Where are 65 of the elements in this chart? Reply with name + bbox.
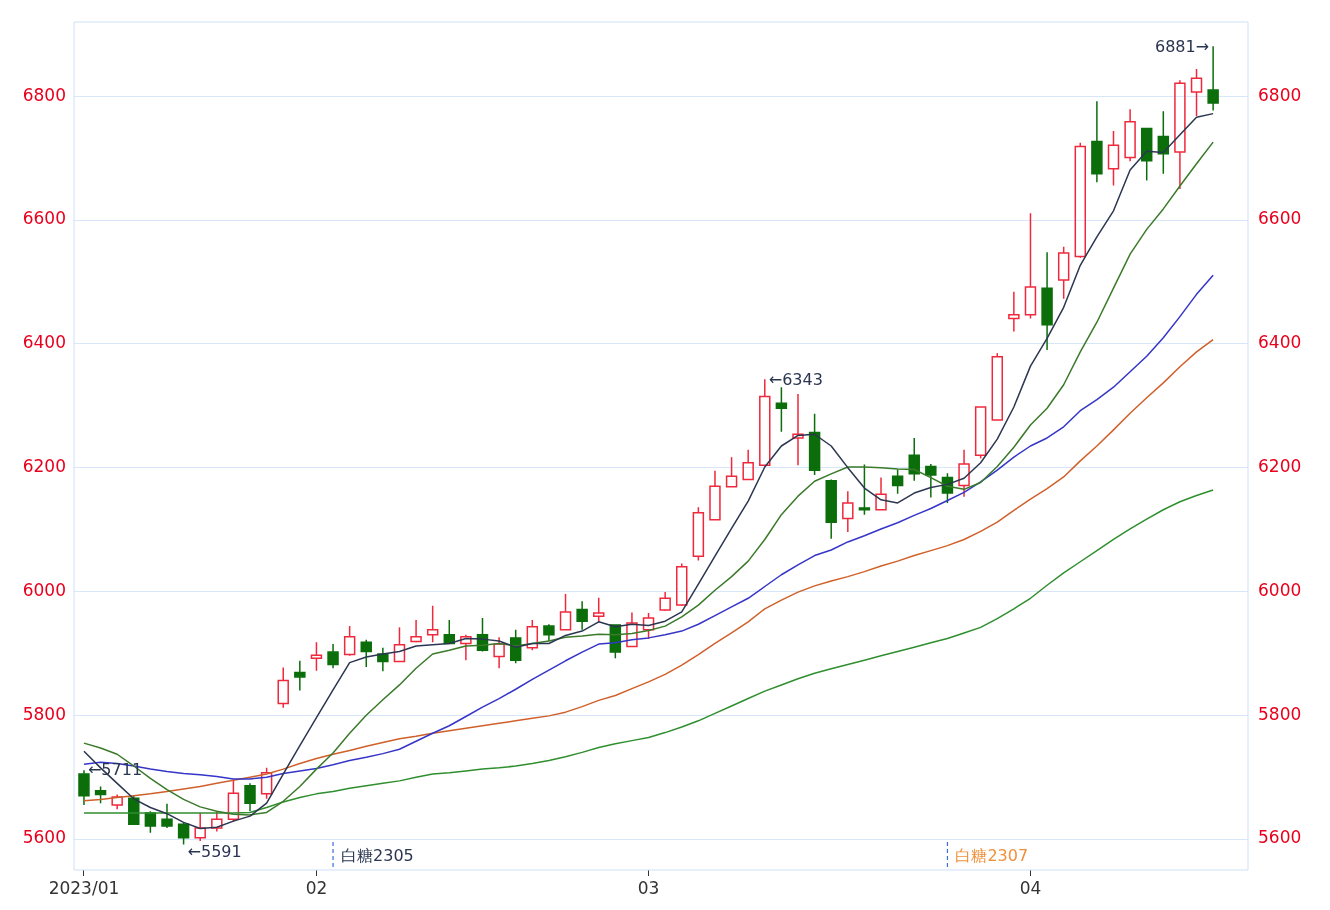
candlestick — [775, 386, 788, 433]
x-tick-label: 03 — [637, 877, 660, 898]
candlestick — [1190, 68, 1203, 117]
y-tick-label: 6000 — [22, 579, 66, 600]
candlestick — [410, 619, 422, 643]
candlestick — [1008, 291, 1020, 333]
annotation: ←5591 — [187, 841, 242, 861]
candlestick — [792, 393, 804, 466]
candlestick — [194, 812, 206, 842]
y2-tick-label: 6400 — [1258, 332, 1302, 353]
candlestick — [244, 782, 256, 812]
candlestick — [460, 634, 472, 661]
candlestick — [1124, 108, 1136, 163]
candlestick — [875, 476, 887, 511]
candlestick — [742, 448, 754, 481]
candlestick — [493, 636, 505, 669]
x-tick-label: 2023/01 — [48, 877, 120, 898]
annotation: 白糖2307 — [955, 846, 1029, 866]
candlestick — [1091, 100, 1103, 184]
y2-tick-label: 6200 — [1258, 456, 1302, 477]
y-tick-label: 6400 — [22, 332, 66, 353]
y2-tick-label: 6800 — [1258, 84, 1302, 105]
annotation: 白糖2305 — [341, 846, 414, 866]
candlestick — [426, 604, 439, 643]
candlestick — [294, 660, 306, 692]
annotation: ←6343 — [768, 370, 823, 390]
y-tick-label: 6200 — [22, 456, 66, 477]
candlestick — [1041, 251, 1053, 351]
candlestick — [858, 463, 871, 516]
x-tick-label: 02 — [305, 877, 328, 898]
y-tick-label: 6800 — [22, 84, 66, 105]
candlestick — [78, 769, 90, 806]
candlestick — [310, 641, 323, 672]
y2-tick-label: 6600 — [1258, 208, 1302, 229]
candlestick — [111, 793, 123, 811]
candlestick — [161, 803, 173, 829]
candlestick — [709, 470, 721, 521]
candlestick — [825, 479, 837, 540]
candlestick — [842, 490, 854, 533]
candlestick — [1024, 212, 1037, 320]
candlestick — [908, 437, 920, 482]
candlestick — [1174, 79, 1186, 190]
candlestick — [1107, 130, 1120, 187]
x-tick-label: 04 — [1019, 877, 1042, 898]
y2-tick-label: 5600 — [1258, 827, 1302, 848]
candlestick — [808, 413, 821, 476]
y-tick-label: 5800 — [22, 703, 66, 724]
y-tick-label: 5600 — [22, 827, 66, 848]
candlestick — [759, 378, 771, 466]
candlestick — [958, 448, 970, 498]
candlestick — [327, 643, 339, 669]
candlestick — [659, 591, 671, 611]
candlestick — [377, 647, 389, 673]
candlestick — [593, 596, 605, 624]
candlestick — [725, 456, 738, 488]
y-tick-label: 6600 — [22, 208, 66, 229]
candlestick — [925, 463, 937, 499]
y2-tick-label: 5800 — [1258, 703, 1302, 724]
candlestick — [626, 611, 638, 648]
candlestick — [277, 666, 289, 709]
candlestick — [1057, 245, 1070, 300]
annotation: 6881→ — [1155, 37, 1210, 57]
candlestick — [576, 600, 588, 631]
y2-tick-label: 6000 — [1258, 579, 1302, 600]
candlestick — [1207, 45, 1219, 112]
